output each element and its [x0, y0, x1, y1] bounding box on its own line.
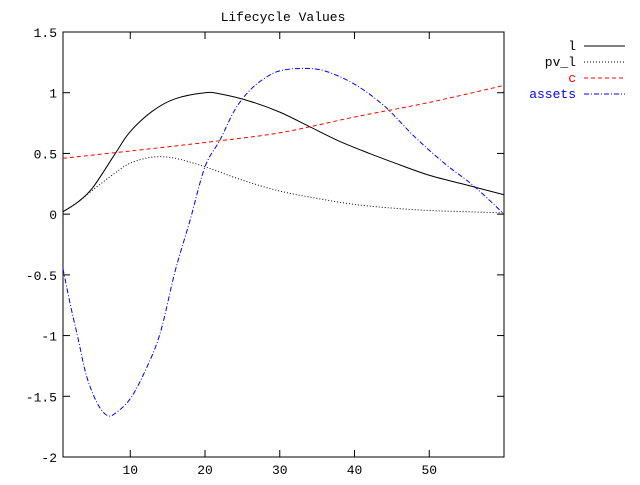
chart-title: Lifecycle Values — [221, 10, 346, 25]
y-tick-label: 1.5 — [34, 26, 57, 41]
legend-label: pv_l — [545, 55, 576, 70]
x-tick-label: 40 — [347, 463, 363, 478]
x-tick-label: 10 — [122, 463, 138, 478]
x-tick-label: 20 — [197, 463, 213, 478]
y-tick-label: 1 — [49, 87, 57, 102]
series-line-pv-l — [62, 156, 505, 214]
series-line-assets — [62, 67, 505, 417]
legend-label: c — [568, 71, 576, 86]
series-line-c — [62, 84, 505, 159]
y-tick-label: 0.5 — [34, 147, 57, 162]
plot-frame — [62, 31, 505, 458]
y-tick-label: -2 — [41, 451, 57, 466]
x-tick-label: 50 — [421, 463, 437, 478]
y-tick-label: -1 — [41, 330, 57, 345]
y-tick-label: -0.5 — [26, 269, 57, 284]
legend-label: l — [568, 39, 576, 54]
x-tick-label: 30 — [272, 463, 288, 478]
y-tick-label: 0 — [49, 208, 57, 223]
series-line-l — [62, 91, 505, 213]
y-tick-label: -1.5 — [26, 390, 57, 405]
legend-label: assets — [529, 87, 576, 102]
